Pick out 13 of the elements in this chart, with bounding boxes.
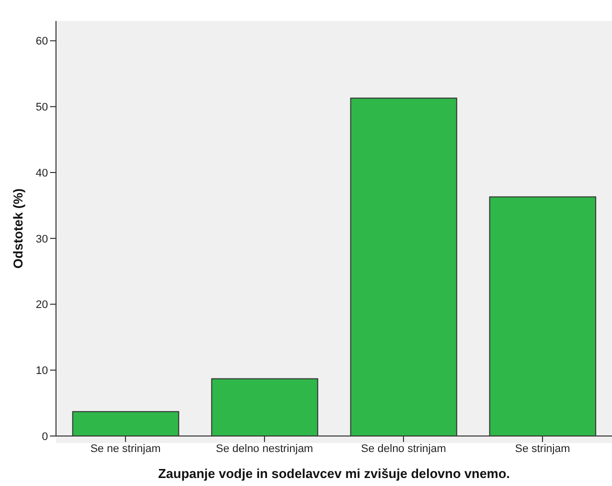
x-tick-label: Se delno strinjam: [361, 442, 446, 455]
y-tick-label: 40: [36, 167, 48, 180]
x-tick-label: Se delno nestrinjam: [216, 442, 314, 455]
y-axis-title: Odstotek (%): [10, 188, 26, 269]
x-axis-title: Zaupanje vodje in sodelavcev mi zvišuje delovno vnemo.: [158, 466, 510, 481]
y-tick-label: 60: [36, 36, 48, 48]
y-tick-label: 50: [36, 102, 48, 114]
x-tick-label: Se ne strinjam: [90, 442, 161, 455]
y-tick-label: 20: [36, 299, 48, 312]
y-tick-label: 30: [36, 233, 48, 246]
y-tick-label: 0: [42, 430, 48, 443]
x-tick-label: Se strinjam: [514, 442, 570, 455]
y-tick-label: 10: [36, 365, 48, 378]
